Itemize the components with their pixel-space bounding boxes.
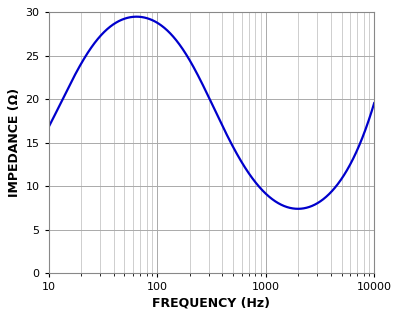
Y-axis label: IMPEDANCE (Ω): IMPEDANCE (Ω) bbox=[8, 88, 21, 197]
X-axis label: FREQUENCY (Hz): FREQUENCY (Hz) bbox=[152, 297, 270, 310]
